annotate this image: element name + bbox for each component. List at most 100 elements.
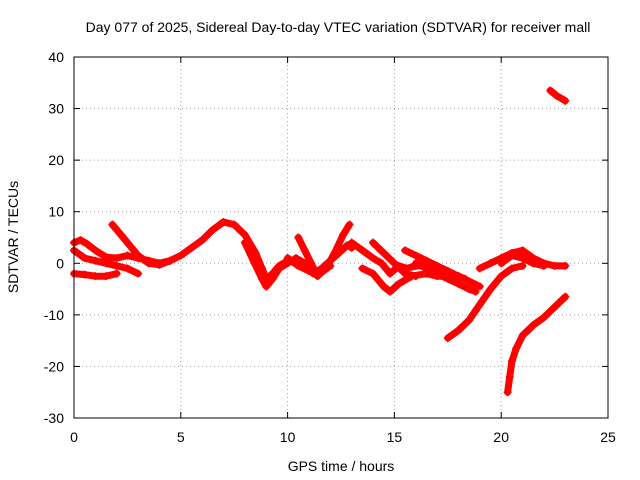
x-tick-label: 20 bbox=[493, 429, 509, 445]
data-point bbox=[505, 372, 514, 381]
y-axis-label: SDTVAR / TECUs bbox=[5, 181, 21, 293]
data-point bbox=[123, 264, 132, 273]
y-tick-label: 0 bbox=[56, 255, 64, 271]
data-point bbox=[454, 272, 463, 281]
data-point bbox=[112, 261, 121, 270]
series-track-11 bbox=[401, 246, 484, 291]
data-point bbox=[561, 261, 570, 270]
data-point bbox=[561, 292, 570, 301]
data-point bbox=[422, 264, 431, 273]
data-point bbox=[176, 251, 185, 260]
x-tick-label: 0 bbox=[70, 429, 78, 445]
data-point bbox=[550, 261, 559, 270]
y-tick-label: -20 bbox=[44, 358, 64, 374]
data-point bbox=[347, 238, 356, 247]
data-point bbox=[497, 272, 506, 281]
series-track-17 bbox=[546, 86, 570, 105]
data-point bbox=[187, 243, 196, 252]
data-point bbox=[80, 270, 89, 279]
data-point bbox=[465, 316, 474, 325]
data-point bbox=[497, 259, 506, 268]
data-point bbox=[240, 230, 249, 239]
data-point bbox=[208, 225, 217, 234]
data-point bbox=[411, 259, 420, 268]
x-tick-label: 15 bbox=[387, 429, 403, 445]
y-axis: -30 -20 -10 0 10 20 30 40 bbox=[44, 49, 608, 426]
data-point bbox=[219, 218, 228, 227]
data-point bbox=[294, 233, 303, 242]
data-point bbox=[486, 259, 495, 268]
data-point bbox=[454, 326, 463, 335]
data-point bbox=[539, 313, 548, 322]
data-point bbox=[283, 254, 292, 263]
data-point bbox=[443, 334, 452, 343]
data-point bbox=[486, 285, 495, 294]
data-point bbox=[155, 260, 164, 269]
x-tick-label: 5 bbox=[177, 429, 185, 445]
y-tick-label: 40 bbox=[48, 49, 64, 65]
x-tick-label: 25 bbox=[600, 429, 616, 445]
data-point bbox=[102, 272, 111, 281]
data-point bbox=[358, 246, 367, 255]
data-point bbox=[166, 256, 175, 265]
data-point bbox=[443, 267, 452, 276]
data-point bbox=[116, 230, 125, 239]
data-point bbox=[268, 274, 277, 283]
plot-frame bbox=[73, 56, 609, 419]
data-point bbox=[123, 251, 132, 260]
data-point bbox=[91, 256, 100, 265]
data-point bbox=[379, 248, 388, 257]
data-point bbox=[369, 254, 378, 263]
y-tick-label: -10 bbox=[44, 307, 64, 323]
data-point bbox=[475, 282, 484, 291]
data-point bbox=[443, 274, 452, 283]
data-point bbox=[300, 246, 309, 255]
data-point bbox=[550, 303, 559, 312]
data-point bbox=[507, 264, 516, 273]
data-point bbox=[394, 279, 403, 288]
data-point bbox=[249, 256, 258, 265]
data-point bbox=[471, 287, 480, 296]
data-point bbox=[503, 388, 512, 397]
y-tick-label: 20 bbox=[48, 152, 64, 168]
data-point bbox=[230, 220, 239, 229]
data-point bbox=[475, 264, 484, 273]
data-point bbox=[326, 261, 335, 270]
data-point bbox=[257, 274, 266, 283]
series-track-14 bbox=[497, 251, 548, 270]
data-point bbox=[198, 236, 207, 245]
data-point bbox=[518, 331, 527, 340]
data-point bbox=[112, 254, 121, 263]
data-point bbox=[386, 269, 395, 278]
data-point bbox=[275, 264, 284, 273]
data-point bbox=[112, 269, 121, 278]
data-point bbox=[134, 269, 143, 278]
data-point bbox=[465, 277, 474, 286]
data-point bbox=[307, 259, 316, 268]
data-point bbox=[546, 86, 555, 95]
data-point bbox=[91, 272, 100, 281]
x-axis: 0 5 10 15 20 25 bbox=[70, 57, 616, 445]
series-track-10 bbox=[369, 238, 420, 281]
data-point bbox=[386, 287, 395, 296]
data-point bbox=[475, 300, 484, 309]
data-point bbox=[80, 254, 89, 263]
series-track-4 bbox=[108, 220, 175, 269]
data-point bbox=[369, 269, 378, 278]
data-point bbox=[330, 248, 339, 257]
data-point bbox=[315, 269, 324, 278]
data-point bbox=[518, 246, 527, 255]
data-point bbox=[262, 282, 271, 291]
data-point bbox=[390, 259, 399, 268]
series-line bbox=[444, 262, 527, 342]
data-point bbox=[379, 282, 388, 291]
series-track-7 bbox=[283, 254, 335, 278]
x-tick-label: 10 bbox=[280, 429, 296, 445]
data-point bbox=[433, 269, 442, 278]
data-point bbox=[454, 279, 463, 288]
series-track-15 bbox=[443, 261, 527, 343]
data-point bbox=[422, 256, 431, 265]
data-point bbox=[358, 264, 367, 273]
series-track-16 bbox=[503, 292, 570, 397]
